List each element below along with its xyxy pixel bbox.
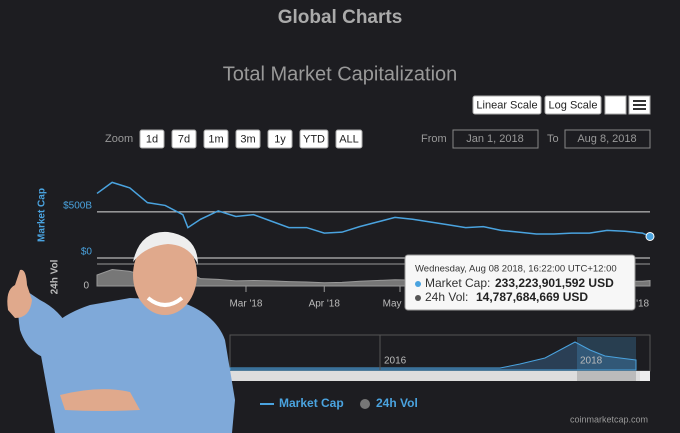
from-input[interactable]	[452, 129, 539, 149]
tooltip: Wednesday, Aug 08 2018, 16:22:00 UTC+12:…	[404, 254, 636, 311]
button-label[interactable]: 3m	[240, 133, 255, 145]
chart-title: Total Market Capitalization	[223, 63, 458, 85]
tooltip-label: 24h Vol:	[425, 290, 468, 304]
scrollbar-thumb[interactable]	[577, 371, 636, 381]
button[interactable]	[267, 129, 293, 149]
button[interactable]	[544, 95, 602, 115]
button-label[interactable]: Log Scale	[549, 99, 598, 111]
navigator-area	[229, 341, 637, 371]
head	[133, 235, 197, 315]
legend-dot	[360, 399, 370, 409]
button[interactable]	[299, 129, 329, 149]
to-input[interactable]	[564, 129, 651, 149]
x-tick-label: Apr '18	[309, 299, 341, 310]
button-label[interactable]: 1y	[274, 133, 286, 145]
tooltip-dot	[415, 281, 421, 287]
smile	[146, 296, 184, 307]
page-title: Global Charts	[278, 7, 403, 28]
legend-label: 24h Vol	[376, 396, 418, 410]
y2-tick-label: 0	[83, 281, 89, 292]
person-overlay	[7, 231, 235, 433]
y2-axis-title: 24h Vol	[50, 259, 61, 294]
y-tick-label: $500B	[63, 201, 92, 212]
navigator-window	[577, 337, 636, 370]
tooltip-value: 14,787,684,669 USD	[476, 290, 588, 304]
button[interactable]	[203, 129, 229, 149]
tooltip-label: Market Cap:	[425, 276, 490, 290]
y-tick-label: $0	[81, 247, 93, 258]
from-label: From	[421, 133, 447, 145]
sleeve	[18, 290, 70, 360]
button[interactable]	[235, 129, 261, 149]
to-label: To	[547, 133, 559, 145]
button-label[interactable]: 7d	[178, 133, 190, 145]
zoom-label: Zoom	[105, 133, 133, 145]
tooltip-value: 233,223,901,592 USD	[495, 276, 614, 290]
button[interactable]	[335, 129, 363, 149]
button-label[interactable]: YTD	[303, 133, 325, 145]
scrollbar[interactable]	[230, 371, 650, 381]
button[interactable]	[472, 95, 542, 115]
scrollbar-button[interactable]	[640, 371, 650, 381]
navigator-label: 2016	[384, 356, 407, 367]
controls: Linear Scale Log Scale Zoom 1d 7d 1m 3m 1y YTD AL…	[105, 95, 651, 149]
from-value[interactable]: Jan 1, 2018	[466, 133, 524, 145]
button-label[interactable]: ALL	[339, 133, 359, 145]
legend-label: Market Cap	[279, 396, 344, 410]
x-tick-label: May '18	[383, 299, 418, 310]
button[interactable]	[139, 129, 165, 149]
button-label[interactable]: 1d	[146, 133, 158, 145]
x-tick-label: Mar '18	[229, 299, 262, 310]
fullscreen-button[interactable]	[604, 95, 627, 115]
hand	[60, 389, 140, 411]
tooltip-date: Wednesday, Aug 08 2018, 16:22:00 UTC+12:…	[415, 264, 617, 275]
y-axis-title: Market Cap	[37, 188, 48, 242]
to-value[interactable]: Aug 8, 2018	[577, 133, 636, 145]
shirt	[40, 298, 235, 433]
credit: coinmarketcap.com	[570, 414, 648, 424]
button-label[interactable]: 1m	[208, 133, 223, 145]
button[interactable]	[171, 129, 197, 149]
tooltip-dot	[415, 295, 421, 301]
button-label[interactable]: Linear Scale	[476, 99, 537, 111]
hair	[133, 231, 198, 265]
tooltip-box	[404, 254, 636, 311]
hover-point	[645, 231, 655, 241]
market-cap-line	[96, 181, 651, 238]
thumb-hand	[7, 269, 32, 318]
navigator-label: 2018	[580, 356, 603, 367]
